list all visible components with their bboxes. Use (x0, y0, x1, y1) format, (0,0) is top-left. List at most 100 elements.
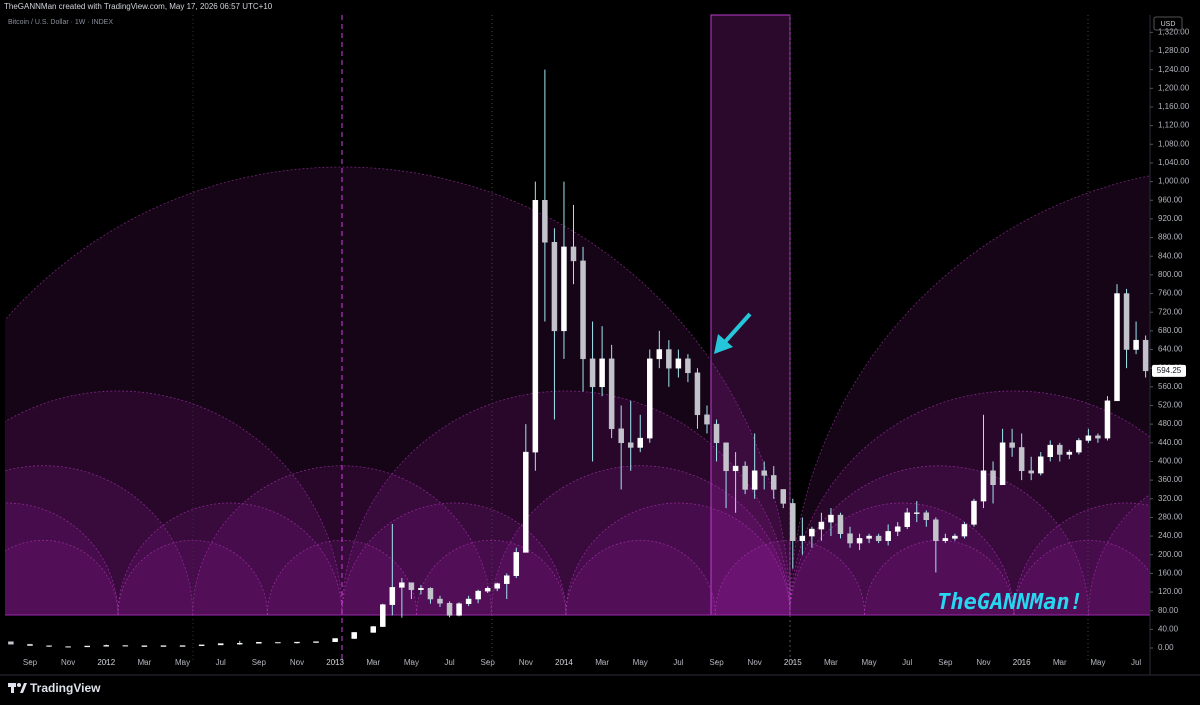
y-tick-label: 800.00 (1158, 270, 1183, 279)
symbol-title: Bitcoin / U.S. Dollar · 1W · INDEX (8, 19, 113, 26)
candle-body (923, 512, 930, 521)
y-tick-label: 120.00 (1158, 587, 1183, 596)
candle-body (790, 503, 796, 541)
candle-body (894, 526, 901, 532)
y-tick-label: 360.00 (1158, 475, 1183, 484)
header: TheGANNMan created with TradingView.com,… (4, 2, 273, 11)
gann-arc (117, 539, 268, 615)
x-tick-label: May (633, 658, 648, 667)
gann-arc (5, 166, 791, 615)
candle-body (685, 358, 691, 374)
x-tick-label: Sep (23, 658, 38, 667)
candle-body (141, 645, 148, 647)
y-tick-label: 1,320.00 (1158, 27, 1190, 36)
y-tick-label: 240.00 (1158, 531, 1183, 540)
candle-body (608, 358, 615, 430)
annotation: TheGANNMan! (937, 590, 1083, 615)
candle-body (856, 538, 863, 544)
candle-body (351, 632, 357, 639)
candle-body (1037, 456, 1044, 474)
currency-box (1153, 16, 1183, 31)
logo-part (11, 683, 14, 693)
candle-body (1085, 435, 1092, 441)
x-tick-label: Nov (61, 658, 75, 667)
candle-body (723, 442, 729, 472)
candle-body (103, 645, 110, 647)
candle-body (475, 590, 481, 600)
candle-body (1123, 293, 1130, 350)
candle-body (1057, 444, 1063, 455)
candle-body (551, 241, 558, 332)
x-tick-label: 2016 (1013, 658, 1031, 667)
candle-body (294, 641, 300, 644)
y-tick-label: 1,080.00 (1158, 139, 1190, 148)
candle-body (847, 533, 853, 544)
candle-body (952, 535, 958, 539)
currency: USD (1161, 21, 1176, 28)
candle-body (818, 521, 825, 530)
candle-body (513, 552, 520, 576)
x-tick-label: 2013 (326, 658, 344, 667)
candle-body (627, 442, 634, 448)
y-tick-label: 880.00 (1158, 233, 1183, 242)
candle-body (179, 645, 186, 647)
y-tick-label: 400.00 (1158, 457, 1183, 466)
candle-body (704, 414, 710, 425)
candle-body (656, 349, 663, 360)
candle-body (8, 641, 14, 645)
candle-body (27, 643, 33, 646)
candle-body (599, 358, 605, 388)
candle-body (618, 428, 624, 444)
candle-body (761, 470, 767, 476)
y-tick-label: 1,200.00 (1158, 83, 1190, 92)
gann-arc (5, 539, 119, 615)
candle-body (46, 645, 52, 647)
candle-body (866, 535, 872, 539)
x-tick-label: Jul (1131, 658, 1141, 667)
y-tick-label: 960.00 (1158, 195, 1183, 204)
y-tick-label: 760.00 (1158, 289, 1183, 298)
gann-arcs (5, 166, 1150, 615)
candle-body (780, 489, 787, 504)
logo-part (20, 683, 27, 693)
x-tick-label: May (1090, 658, 1105, 667)
x-tick-label: Jul (216, 658, 226, 667)
x-tick-label: Nov (976, 658, 990, 667)
candle-body (494, 583, 500, 589)
candle-body (1009, 442, 1015, 448)
candle-body (332, 638, 338, 642)
candle-body (237, 643, 243, 645)
candle-body (1104, 400, 1111, 439)
candle-body (313, 641, 319, 643)
candle-body (484, 588, 491, 592)
x-tick-label: 2012 (97, 658, 115, 667)
y-tick-label: 520.00 (1158, 401, 1183, 410)
candle-body (1076, 440, 1082, 453)
candle-body (647, 358, 653, 439)
candle-body (65, 646, 71, 648)
candle-body (437, 598, 443, 604)
candle-body (580, 260, 586, 360)
candle-body (666, 349, 672, 369)
candle-body (875, 535, 882, 541)
candle-body (523, 451, 529, 553)
x-tick-label: Jul (902, 658, 912, 667)
candle-body (933, 519, 939, 541)
y-tick-label: 80.00 (1158, 606, 1179, 615)
candle-body (370, 626, 377, 633)
y-tick-label: 640.00 (1158, 345, 1183, 354)
x-tick-label: Sep (709, 658, 724, 667)
gann-arc (565, 539, 716, 615)
gann-arc (789, 502, 1015, 615)
candle-body (732, 465, 739, 472)
candle-body (84, 645, 90, 648)
y-tick-label: 680.00 (1158, 326, 1183, 335)
brand: TradingView (30, 681, 101, 695)
candle-body (1114, 293, 1120, 402)
candle-body (256, 641, 262, 644)
candles (8, 69, 1149, 648)
x-tick-label: Mar (138, 658, 152, 667)
y-tick-label: 1,040.00 (1158, 158, 1190, 167)
